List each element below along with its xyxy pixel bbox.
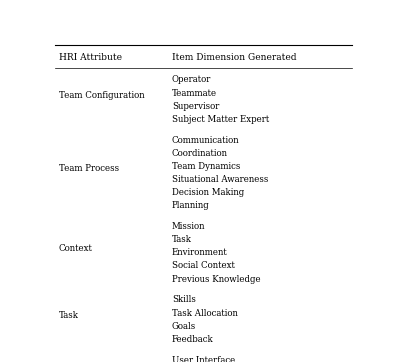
Text: Team Configuration: Team Configuration — [58, 90, 144, 100]
Text: Skills: Skills — [172, 295, 196, 304]
Text: Mission: Mission — [172, 222, 205, 231]
Text: Supervisor: Supervisor — [172, 102, 219, 111]
Text: User Interface: User Interface — [172, 355, 235, 362]
Text: Teammate: Teammate — [172, 89, 217, 98]
Text: Previous Knowledge: Previous Knowledge — [172, 274, 260, 283]
Text: Social Context: Social Context — [172, 261, 235, 270]
Text: Context: Context — [58, 244, 92, 253]
Text: Item Dimension Generated: Item Dimension Generated — [172, 53, 296, 62]
Text: Operator: Operator — [172, 76, 211, 84]
Text: Environment: Environment — [172, 248, 228, 257]
Text: Situational Awareness: Situational Awareness — [172, 175, 268, 184]
Text: Team Dynamics: Team Dynamics — [172, 162, 240, 171]
Text: Planning: Planning — [172, 201, 210, 210]
Text: Coordination: Coordination — [172, 149, 228, 158]
Text: Goals: Goals — [172, 321, 196, 331]
Text: HRI Attribute: HRI Attribute — [58, 53, 122, 62]
Text: Task Allocation: Task Allocation — [172, 308, 238, 317]
Text: Subject Matter Expert: Subject Matter Expert — [172, 115, 269, 124]
Text: Task: Task — [58, 311, 79, 320]
Text: Feedback: Feedback — [172, 335, 214, 344]
Text: Communication: Communication — [172, 136, 239, 145]
Text: Decision Making: Decision Making — [172, 188, 244, 197]
Text: Task: Task — [172, 235, 192, 244]
Text: Team Process: Team Process — [58, 164, 118, 173]
